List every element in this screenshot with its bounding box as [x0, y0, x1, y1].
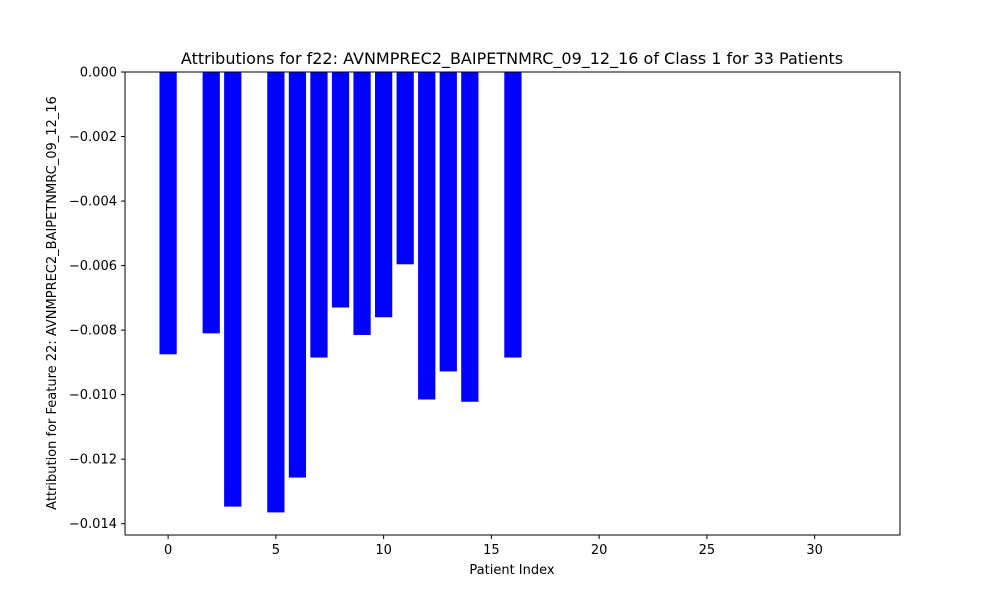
bar-patient-7: [310, 72, 328, 358]
chart-title: Attributions for f22: AVNMPREC2_BAIPETNM…: [181, 49, 843, 69]
bar-patient-12: [418, 72, 436, 400]
plot-frame: [124, 71, 901, 536]
bar-patient-16: [504, 72, 522, 358]
x-tick-label: 5: [272, 543, 280, 558]
bar-patient-2: [202, 72, 220, 334]
bar-patient-6: [288, 72, 307, 478]
x-tick-label: 15: [483, 543, 500, 558]
x-tick-label: 25: [699, 543, 716, 558]
y-tick-label: −0.002: [69, 130, 117, 145]
y-tick-label: −0.008: [69, 324, 117, 339]
bar-patient-5: [267, 72, 285, 513]
y-tick-label: −0.004: [69, 195, 117, 210]
y-tick-label: −0.006: [69, 259, 117, 274]
bar-patient-11: [396, 72, 414, 265]
bar-patient-13: [439, 72, 457, 372]
bar-patient-0: [159, 72, 177, 355]
bar-patient-9: [353, 72, 371, 335]
bar-patient-14: [461, 72, 479, 402]
y-axis-label: Attribution for Feature 22: AVNMPREC2_BA…: [45, 96, 60, 510]
bars-group: [159, 72, 522, 513]
y-tick-label: 0.000: [80, 66, 117, 81]
bar-patient-3: [224, 72, 242, 507]
x-axis-label: Patient Index: [469, 563, 554, 578]
y-tick-label: −0.010: [69, 388, 117, 403]
bar-patient-10: [375, 72, 393, 318]
y-tick-label: −0.012: [69, 453, 117, 468]
y-axis-ticks: 0.000 −0.002 −0.004 −0.006 −0.008 −0.010 −0.01…: [69, 66, 125, 532]
x-tick-label: 0: [164, 543, 172, 558]
bar-patient-8: [331, 72, 350, 308]
x-tick-label: 10: [375, 543, 392, 558]
x-tick-label: 20: [591, 543, 608, 558]
x-tick-label: 30: [806, 543, 823, 558]
x-axis-ticks: 0 5 10 15 20 25 30: [164, 535, 823, 558]
y-tick-label: −0.014: [69, 517, 117, 532]
